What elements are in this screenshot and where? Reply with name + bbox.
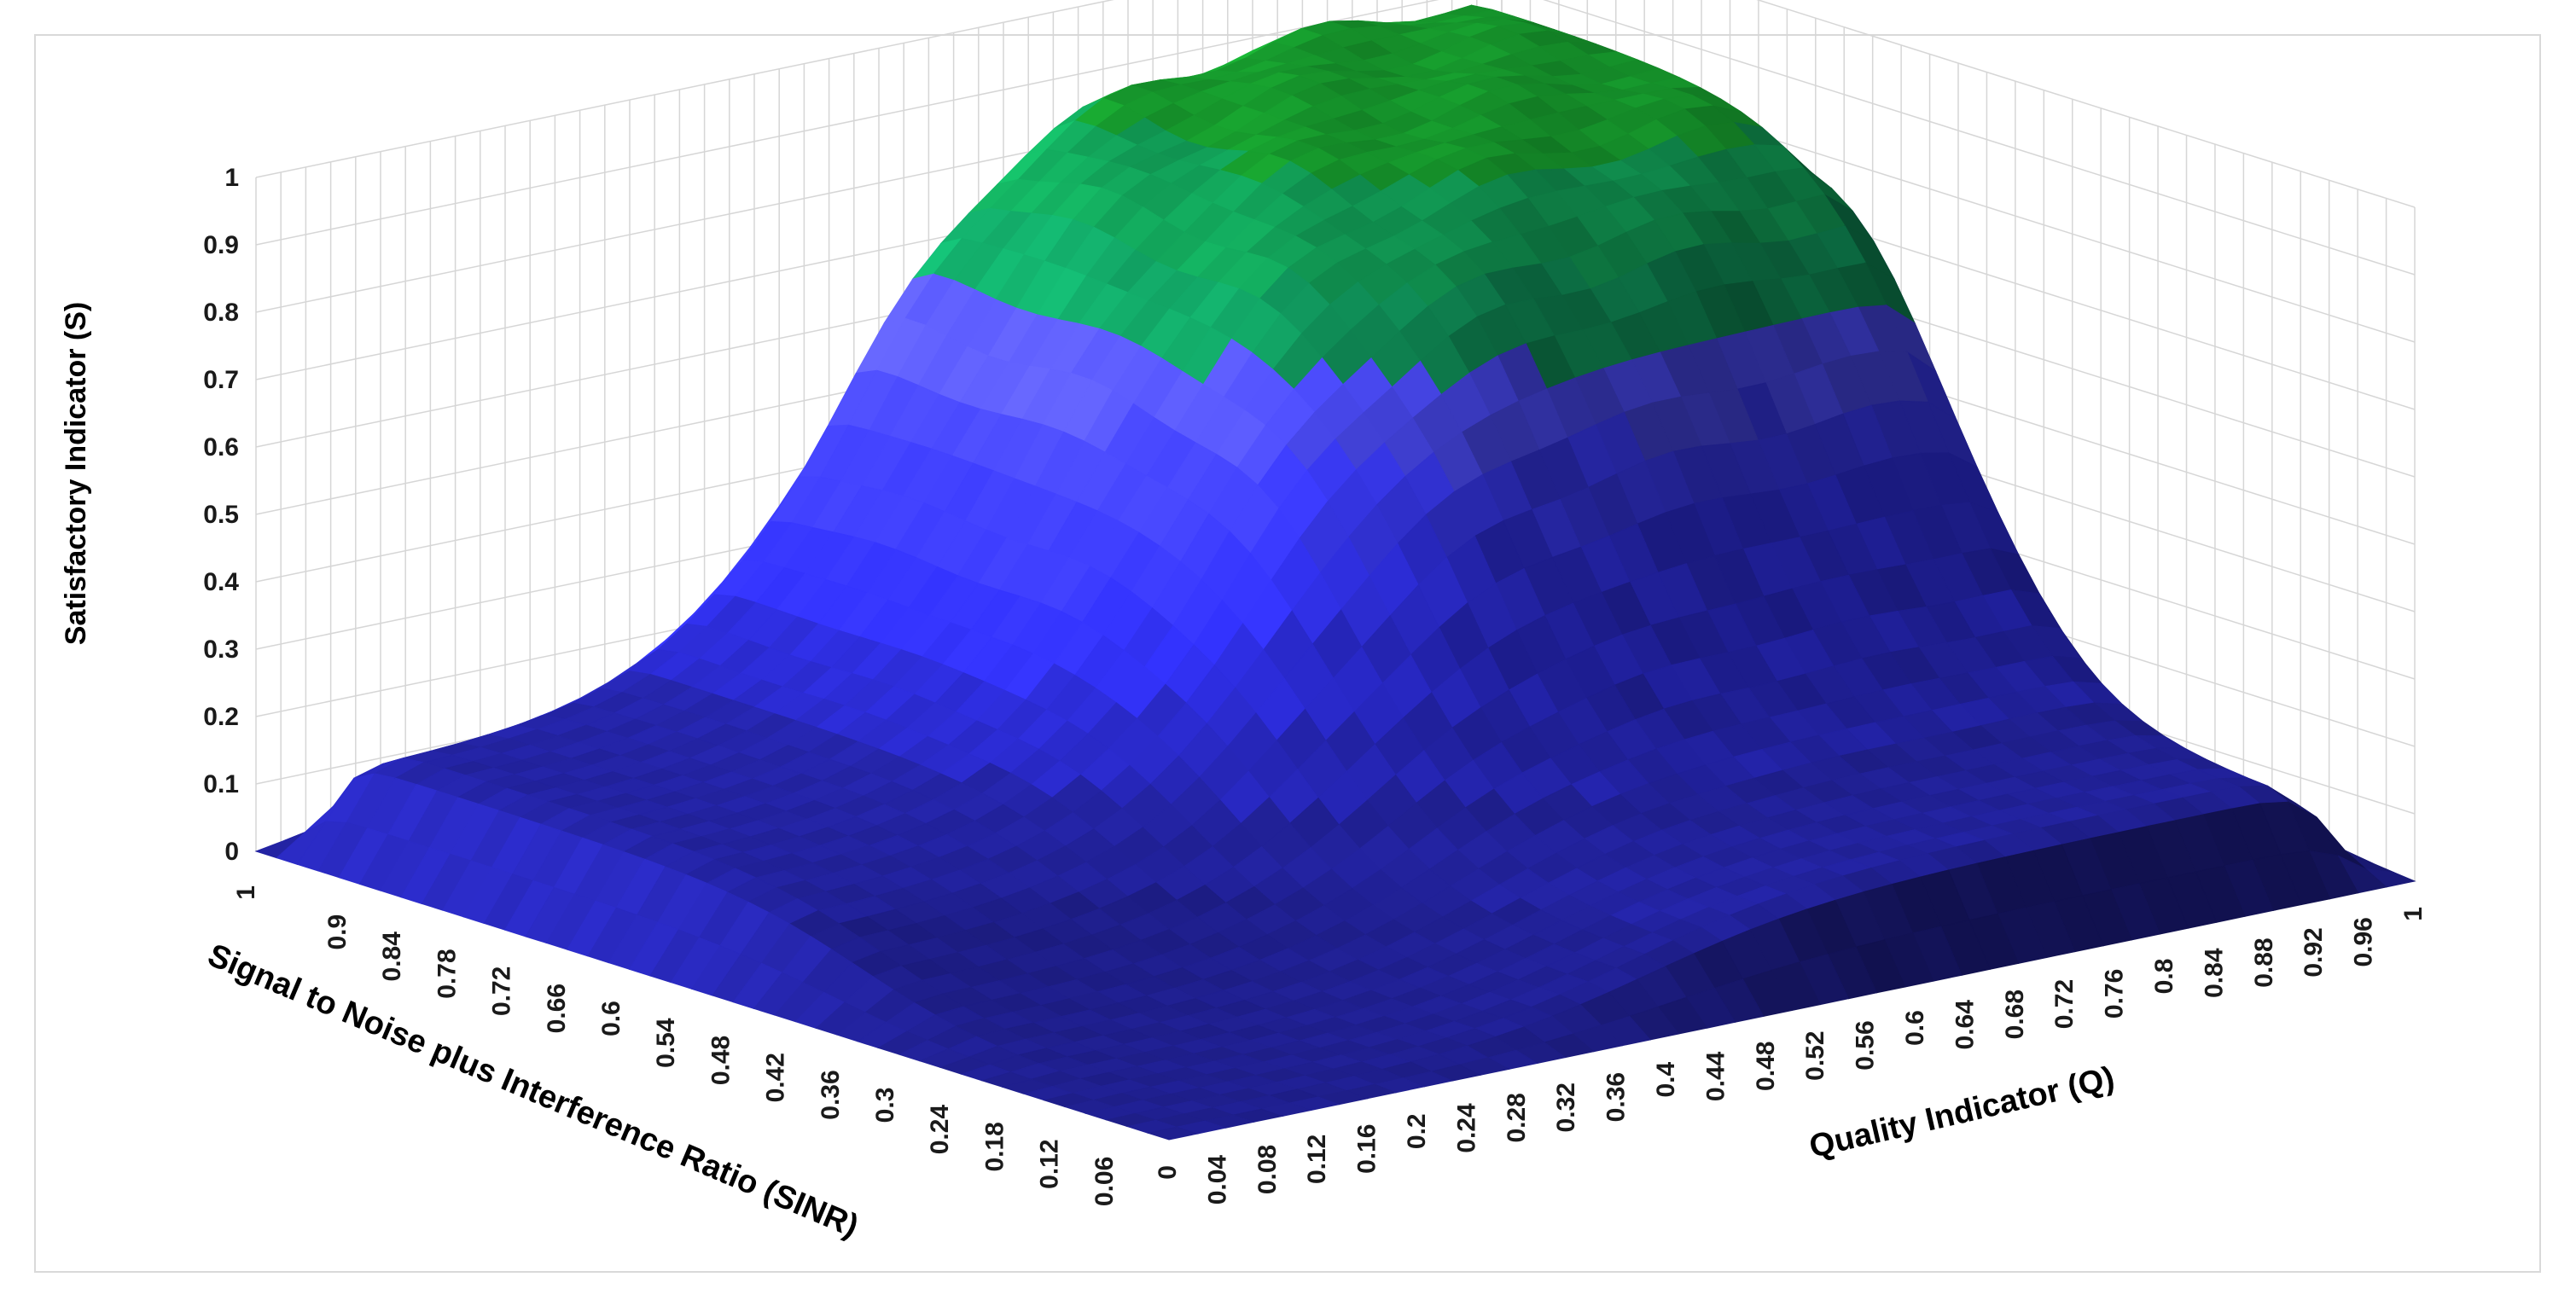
q-tick-label: 0.44	[1701, 1051, 1730, 1101]
z-tick-label: 0.4	[203, 568, 239, 596]
z-tick-label: 0.2	[203, 703, 239, 731]
q-tick-label: 0.84	[2200, 948, 2228, 998]
z-gridline	[255, 0, 2416, 276]
sinr-tick-label: 0.48	[707, 1036, 735, 1085]
z-tick-label: 1	[224, 164, 239, 192]
surface-plot	[254, 4, 2416, 1141]
sinr-tick-label: 0.24	[926, 1105, 954, 1155]
sinr-tick-label: 0.84	[378, 932, 406, 982]
z-tick-label: 0.5	[203, 501, 239, 529]
q-tick-label: 0.8	[2150, 959, 2178, 995]
q-tick-label: 0.52	[1801, 1030, 1829, 1080]
sinr-tick-label: 0.78	[433, 949, 461, 998]
z-tick-label: 0.7	[203, 366, 239, 394]
q-tick-label: 0.28	[1503, 1093, 1531, 1142]
q-tick-label: 0	[1154, 1165, 1182, 1180]
sinr-tick-label: 0.6	[597, 1001, 625, 1036]
sinr-tick-label: 0.72	[488, 966, 516, 1016]
q-tick-label: 0.32	[1552, 1083, 1580, 1132]
q-tick-label: 0.64	[1951, 1000, 1979, 1050]
sinr-tick-label: 0.06	[1090, 1157, 1119, 1206]
q-tick-label: 0.12	[1303, 1135, 1331, 1184]
q-tick-label: 0.68	[2001, 990, 2029, 1039]
z-tick-label: 0.6	[203, 433, 239, 461]
q-tick-label: 0.36	[1602, 1072, 1631, 1122]
q-tick-label: 0.56	[1852, 1020, 1880, 1070]
q-tick-label: 0.4	[1652, 1061, 1680, 1097]
z-tick-label: 0	[224, 838, 239, 866]
sinr-tick-label: 0.3	[871, 1088, 899, 1123]
q-tick-label: 1	[2399, 907, 2428, 921]
sinr-tick-label: 0.54	[652, 1018, 680, 1068]
q-tick-label: 0.76	[2101, 969, 2129, 1019]
sinr-tick-label: 1	[232, 885, 260, 900]
q-tick-label: 0.92	[2300, 927, 2328, 977]
z-gridline	[255, 0, 2416, 208]
q-tick-label: 0.24	[1452, 1103, 1480, 1153]
q-tick-label: 0.04	[1203, 1155, 1231, 1205]
q-axis-title: Quality Indicator (Q)	[1806, 1060, 2118, 1165]
sinr-axis-ticks: 0.06 0.12 0.18 0.24 0.3 0.36 0.42 0.48 0.54 0.6 0.…	[232, 885, 1119, 1206]
q-axis-ticks: 0 0.04 0.08 0.12 0.16 0.2 0.24 0.28 0.32 0.36 0.4 0…	[1154, 907, 2428, 1204]
z-tick-label: 0.8	[203, 299, 239, 327]
z-axis-ticks: 0 0.1 0.2 0.3 0.4 0.5 0.6 0.7 0.8 0.9 1	[203, 164, 239, 866]
z-tick-label: 0.3	[203, 636, 239, 664]
q-tick-label: 0.6	[1901, 1010, 1929, 1046]
z-axis-title: Satisfactory Indicator (S)	[60, 302, 92, 645]
surface-facet	[1146, 1126, 1200, 1141]
sinr-tick-label: 0.9	[323, 914, 352, 950]
sinr-tick-label: 0.12	[1036, 1139, 1064, 1188]
sinr-tick-label: 0.18	[980, 1122, 1009, 1171]
z-tick-label: 0.9	[203, 231, 239, 259]
sinr-tick-label: 0.66	[543, 984, 571, 1033]
sinr-tick-label: 0.36	[817, 1070, 845, 1119]
q-tick-label: 0.72	[2050, 979, 2079, 1029]
q-tick-label: 0.2	[1403, 1113, 1431, 1149]
q-tick-label: 0.08	[1253, 1145, 1282, 1194]
q-tick-label: 0.88	[2250, 937, 2278, 987]
q-tick-label: 0.96	[2350, 917, 2378, 966]
z-tick-label: 0.1	[203, 770, 239, 798]
sinr-tick-label: 0.42	[762, 1053, 790, 1102]
q-tick-label: 0.16	[1353, 1124, 1381, 1174]
q-tick-label: 0.48	[1752, 1042, 1780, 1091]
